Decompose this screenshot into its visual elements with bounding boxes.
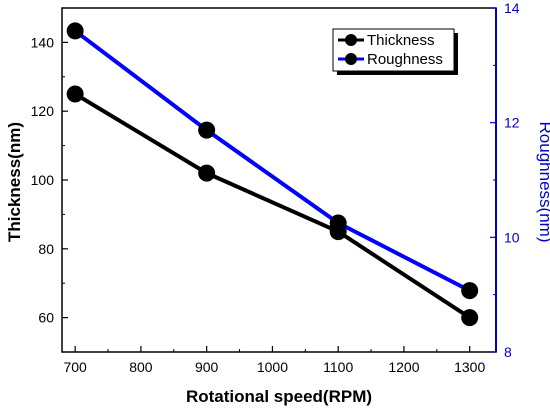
x-tick-label: 800: [129, 359, 153, 375]
y2-tick-label: 8: [504, 344, 512, 360]
y-tick-label: 140: [31, 34, 55, 50]
roughness-line: [73, 29, 471, 293]
y2-tick-label: 10: [504, 229, 520, 245]
x-tick-label: 1000: [257, 359, 288, 375]
roughness-point: [66, 22, 84, 40]
y2-tick-label: 12: [504, 115, 520, 131]
x-axis-title: Rotational speed(RPM): [186, 387, 372, 406]
y-tick-label: 100: [31, 172, 55, 188]
roughness-point: [329, 214, 347, 232]
legend-marker-thickness: [345, 34, 357, 46]
y-tick-label: 60: [38, 310, 54, 326]
roughness-point: [198, 121, 216, 139]
legend-marker-roughness: [345, 53, 357, 65]
legend: Thickness Roughness: [332, 28, 458, 75]
legend-label-thickness: Thickness: [367, 32, 435, 49]
x-tick-label: 700: [63, 359, 87, 375]
series-layer: [66, 22, 479, 327]
x-tick-label: 1300: [454, 359, 485, 375]
y2-axis-title: Roughness(nm): [536, 122, 550, 243]
y-axis-left: 60 80 100 120 140: [31, 7, 68, 353]
x-tick-label: 1200: [388, 359, 419, 375]
legend-label-roughness: Roughness: [367, 51, 443, 68]
x-tick-label: 900: [195, 359, 219, 375]
y-tick-label: 80: [38, 241, 54, 257]
thickness-point: [66, 85, 84, 103]
y2-tick-label: 14: [504, 0, 520, 16]
thickness-point: [198, 164, 216, 182]
thickness-line: [74, 92, 471, 320]
y-axis-right: 8 10 12 14: [490, 0, 520, 360]
x-axis: 700 800 900 1000 1100 1200 1300: [63, 346, 485, 375]
y-tick-label: 120: [31, 103, 55, 119]
y-axis-title: Thickness(nm): [5, 122, 24, 242]
roughness-point: [461, 282, 479, 300]
thickness-point: [461, 309, 479, 327]
x-tick-label: 1100: [323, 359, 353, 375]
